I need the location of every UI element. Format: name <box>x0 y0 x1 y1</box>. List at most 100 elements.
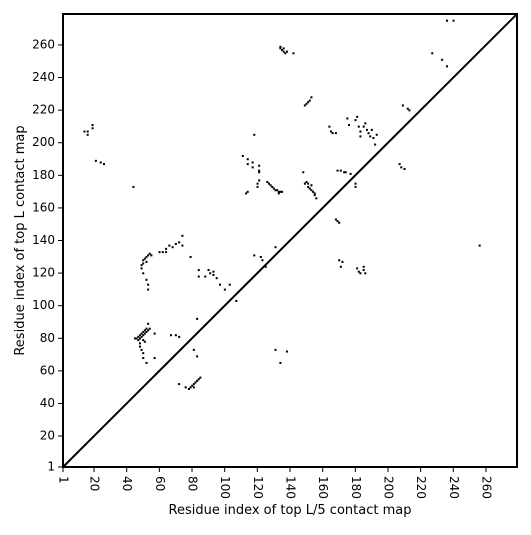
contact-point-top-l5 <box>192 383 195 386</box>
contact-point-top-l <box>400 166 403 169</box>
contact-point-top-l <box>452 19 455 22</box>
contact-point-top-l <box>256 182 259 185</box>
contact-point-top-l <box>99 161 102 164</box>
contact-point-top-l <box>445 65 448 68</box>
contact-point-top-l5 <box>142 330 145 333</box>
contact-point-top-l5 <box>264 265 267 268</box>
contact-point-top-l <box>83 130 86 133</box>
contact-point-top-l5 <box>192 386 195 389</box>
contact-point-top-l <box>408 109 411 112</box>
contact-point-top-l5 <box>279 361 282 364</box>
contact-point-top-l5 <box>207 269 210 272</box>
contact-point-top-l <box>251 161 254 164</box>
contact-point-top-l5 <box>147 288 150 291</box>
contact-point-top-l <box>279 47 282 50</box>
contact-point-top-l5 <box>145 327 148 330</box>
y-tick-label: 260 <box>32 37 55 51</box>
contact-point-top-l5 <box>174 334 177 337</box>
contact-point-top-l <box>354 185 357 188</box>
contact-point-top-l <box>357 125 360 128</box>
contact-point-top-l5 <box>142 334 145 337</box>
x-tick-label: 220 <box>414 476 428 499</box>
contact-point-top-l5 <box>171 246 174 249</box>
contact-point-top-l5 <box>165 247 168 250</box>
x-tick-label: 40 <box>120 476 134 491</box>
y-tick-label: 160 <box>32 200 55 214</box>
contact-point-top-l5 <box>196 379 199 382</box>
contact-point-top-l <box>374 143 377 146</box>
contact-point-top-l <box>403 167 406 171</box>
contact-point-top-l5 <box>209 272 212 275</box>
contact-point-top-l <box>251 166 254 169</box>
contact-point-top-l <box>398 163 401 166</box>
contact-point-top-l <box>241 154 244 157</box>
contact-point-top-l5 <box>168 244 171 247</box>
contact-point-top-l <box>375 133 378 136</box>
contact-point-top-l5 <box>143 329 146 332</box>
contact-point-top-l <box>344 171 347 174</box>
contact-point-top-l <box>258 164 261 167</box>
contact-point-top-l <box>334 132 337 135</box>
contact-point-top-l5 <box>143 340 146 343</box>
contact-point-top-l <box>406 107 409 110</box>
x-tick-label: 160 <box>316 476 330 499</box>
x-axis-label: Residue index of top L/5 contact map <box>169 503 412 518</box>
y-tick-label: 240 <box>32 70 55 84</box>
y-tick-label: 220 <box>32 103 55 117</box>
contact-point-top-l5 <box>150 254 153 257</box>
contact-point-top-l5 <box>359 272 362 275</box>
contact-point-top-l5 <box>147 322 150 325</box>
y-tick-label: 1 <box>47 460 55 474</box>
contact-point-top-l5 <box>140 267 143 270</box>
x-tick-label: 100 <box>218 476 232 499</box>
contact-point-top-l5 <box>339 265 342 268</box>
contact-point-top-l <box>367 132 370 135</box>
contact-point-top-l5 <box>135 337 138 340</box>
contact-point-top-l <box>330 130 333 133</box>
contact-point-top-l5 <box>189 255 192 259</box>
contact-point-top-l <box>401 104 404 107</box>
contact-point-top-l5 <box>189 386 192 389</box>
contact-point-top-l5 <box>194 381 197 384</box>
contact-point-top-l5 <box>148 327 151 330</box>
contact-point-top-l <box>313 194 316 197</box>
x-tick-label: 140 <box>284 476 298 499</box>
contact-point-top-l <box>308 187 311 190</box>
contact-point-top-l5 <box>192 348 195 351</box>
contact-point-top-l <box>276 189 279 192</box>
y-tick-label: 120 <box>32 266 55 280</box>
contact-point-top-l <box>246 163 249 166</box>
contact-point-top-l <box>312 190 315 193</box>
contact-point-top-l <box>256 185 259 188</box>
contact-point-top-l5 <box>181 244 184 247</box>
diagonal-line <box>62 13 518 468</box>
contact-point-top-l <box>86 133 89 136</box>
contact-point-top-l5 <box>138 345 141 348</box>
contact-point-top-l5 <box>143 257 146 260</box>
contact-point-top-l <box>281 49 284 52</box>
x-tick-label: 180 <box>349 476 363 499</box>
contact-point-top-l5 <box>153 332 156 335</box>
contact-point-top-l5 <box>285 350 288 353</box>
x-tick-label: 80 <box>186 476 200 491</box>
plot-frame <box>62 13 518 468</box>
y-tick-label: 20 <box>40 429 55 443</box>
contact-point-top-l5 <box>215 277 218 280</box>
contact-point-top-l <box>246 158 249 161</box>
contact-point-top-l <box>274 189 277 192</box>
contact-point-top-l <box>362 125 365 128</box>
x-tick-label: 260 <box>479 476 493 499</box>
contact-point-top-l5 <box>140 264 143 267</box>
contact-point-top-l5 <box>274 348 277 351</box>
contact-point-top-l <box>336 169 339 172</box>
contact-point-top-l5 <box>140 332 143 335</box>
contact-point-top-l <box>313 192 316 195</box>
contact-point-top-l <box>285 50 288 53</box>
contact-point-top-l <box>266 181 269 184</box>
contact-point-top-l5 <box>338 259 341 262</box>
contact-point-top-l <box>346 117 349 120</box>
contact-point-top-l5 <box>137 335 140 338</box>
contact-point-top-l5 <box>478 244 481 247</box>
contact-point-top-l5 <box>196 355 199 358</box>
contact-point-top-l5 <box>147 329 150 332</box>
